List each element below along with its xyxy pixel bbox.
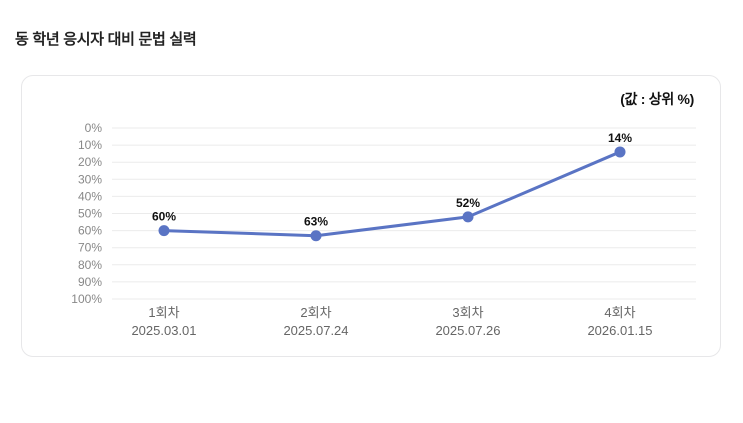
y-tick-label: 50% — [78, 207, 102, 221]
trend-line — [162, 150, 622, 238]
x-tick-date: 2025.07.24 — [283, 323, 348, 338]
x-tick-label: 4회차 — [604, 305, 635, 320]
line-chart: 0% 10% 20% 30% 40% 50% 60% 70% 80% 90% 100% 1회차 2025… — [71, 121, 696, 338]
y-tick-label: 10% — [78, 138, 102, 152]
y-tick-label: 0% — [85, 121, 103, 135]
data-point-label: 52% — [456, 196, 480, 210]
data-point-label: 60% — [152, 210, 176, 224]
y-tick-label: 60% — [78, 224, 102, 238]
y-tick-label: 80% — [78, 258, 102, 272]
data-point — [614, 146, 626, 158]
x-tick-label: 2회차 — [300, 305, 331, 320]
data-point — [158, 225, 170, 237]
data-point — [310, 230, 322, 242]
unit-label: (값 : 상위 %) — [620, 91, 694, 107]
x-tick-date: 2025.07.26 — [435, 323, 500, 338]
y-tick-label: 40% — [78, 189, 102, 203]
data-point-label: 14% — [608, 131, 632, 145]
chart-card: (값 : 상위 %) 0% 10% 20% 30% 40% 50% 60% 70% 80% 90%… — [21, 75, 721, 357]
y-tick-label: 100% — [71, 292, 102, 306]
y-tick-label: 90% — [78, 275, 102, 289]
data-point-label: 63% — [304, 215, 328, 229]
x-tick-label: 1회차 — [148, 305, 179, 320]
data-point — [462, 211, 474, 223]
page-title: 동 학년 응시자 대비 문법 실력 — [15, 31, 197, 48]
y-tick-label: 30% — [78, 172, 102, 186]
x-tick-date: 2026.01.15 — [587, 323, 652, 338]
y-tick-label: 70% — [78, 241, 102, 255]
x-tick-label: 3회차 — [452, 305, 483, 320]
x-tick-date: 2025.03.01 — [131, 323, 196, 338]
y-tick-label: 20% — [78, 155, 102, 169]
